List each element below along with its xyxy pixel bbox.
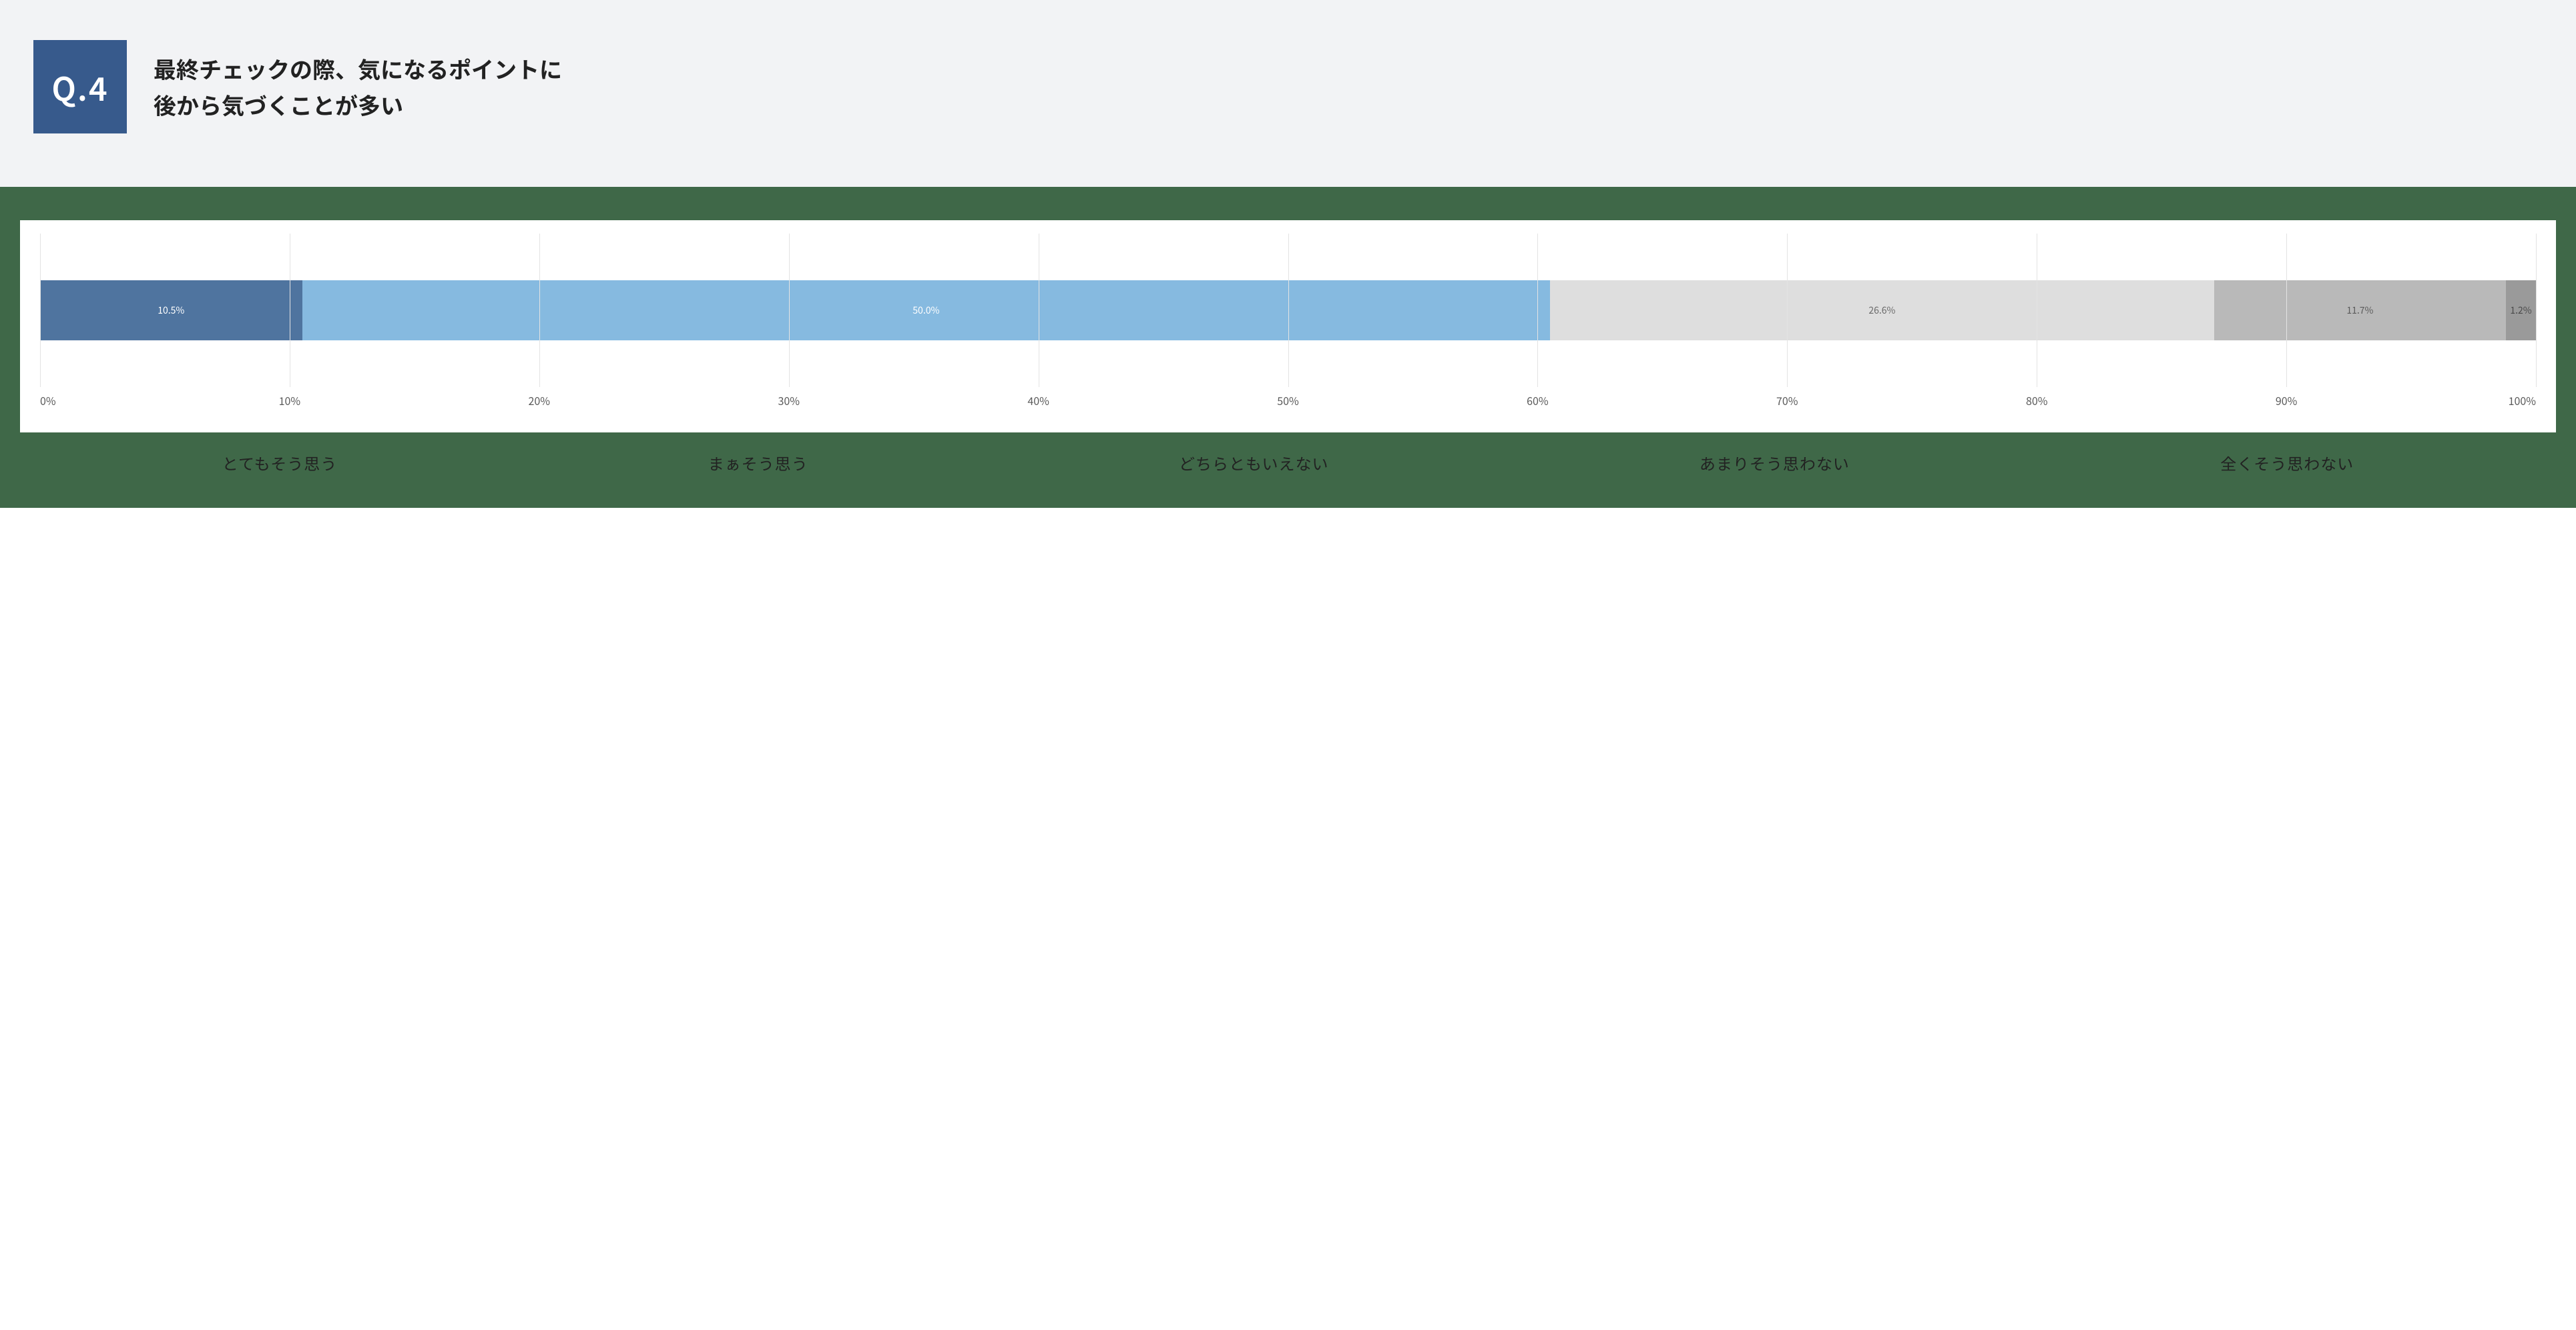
plot-wrap: 10.5% 50.0% 26.6% 11.7% 1.2% 0% 10% 20% 30% 40% 5… xyxy=(40,234,2536,412)
bar-segment-label: 1.2% xyxy=(2510,304,2531,317)
x-axis-tick-label: 30% xyxy=(778,392,800,408)
x-axis-tick-label: 70% xyxy=(1776,392,1798,408)
legend: とてもそう思う まぁそう思う どちらともいえない あまりそう思わない 全くそう思わない xyxy=(20,432,2556,481)
plot-area: 10.5% 50.0% 26.6% 11.7% 1.2% xyxy=(40,234,2536,387)
x-axis-tick-label: 10% xyxy=(279,392,301,408)
bar-segment: 11.7% xyxy=(2214,280,2506,340)
legend-item: まぁそう思う xyxy=(708,451,808,474)
bar-segment-label: 11.7% xyxy=(2346,304,2373,317)
legend-item: 全くそう思わない xyxy=(2220,451,2354,474)
gridline xyxy=(2286,234,2287,387)
x-axis: 0% 10% 20% 30% 40% 50% 60% 70% 80% 90% 100% xyxy=(40,392,2536,412)
bar-segment-label: 10.5% xyxy=(158,304,184,317)
x-axis-tick-label: 100% xyxy=(2509,392,2536,408)
gridline xyxy=(1787,234,1788,387)
header-band: Q.4 最終チェックの際、気になるポイントに 後から気づくことが多い xyxy=(0,0,2576,187)
gridline xyxy=(1288,234,1289,387)
bar-segment-label: 26.6% xyxy=(1868,304,1895,317)
bar-segment: 10.5% xyxy=(40,280,302,340)
question-number-badge: Q.4 xyxy=(33,40,127,133)
gridline xyxy=(1537,234,1538,387)
question-number-label: Q.4 xyxy=(51,63,108,110)
page: Q.4 最終チェックの際、気になるポイントに 後から気づくことが多い 10.5%… xyxy=(0,0,2576,508)
chart-band: 10.5% 50.0% 26.6% 11.7% 1.2% 0% 10% 20% 30% 40% 5… xyxy=(0,187,2576,508)
x-axis-tick-label: 50% xyxy=(1277,392,1299,408)
x-axis-tick-label: 0% xyxy=(40,392,56,408)
x-axis-tick-label: 90% xyxy=(2276,392,2298,408)
gridline xyxy=(539,234,540,387)
gridline xyxy=(789,234,790,387)
legend-item: あまりそう思わない xyxy=(1700,451,1850,474)
x-axis-tick-label: 40% xyxy=(1027,392,1049,408)
question-title-line1: 最終チェックの際、気になるポイントに xyxy=(154,51,562,87)
chart-panel: 10.5% 50.0% 26.6% 11.7% 1.2% 0% 10% 20% 30% 40% 5… xyxy=(20,220,2556,432)
x-axis-tick-label: 60% xyxy=(1527,392,1549,408)
bar-segment: 26.6% xyxy=(1550,280,2214,340)
bar-segment: 1.2% xyxy=(2506,280,2536,340)
question-title-line2: 後から気づくことが多い xyxy=(154,87,562,123)
bar-segment-label: 50.0% xyxy=(913,304,939,317)
gridline xyxy=(2536,234,2537,387)
x-axis-tick-label: 80% xyxy=(2026,392,2048,408)
bar-segment: 50.0% xyxy=(302,280,1551,340)
legend-item: とてもそう思う xyxy=(222,451,338,474)
question-title: 最終チェックの際、気になるポイントに 後から気づくことが多い xyxy=(154,51,562,123)
x-axis-tick-label: 20% xyxy=(529,392,551,408)
gridline xyxy=(40,234,41,387)
legend-item: どちらともいえない xyxy=(1179,451,1329,474)
